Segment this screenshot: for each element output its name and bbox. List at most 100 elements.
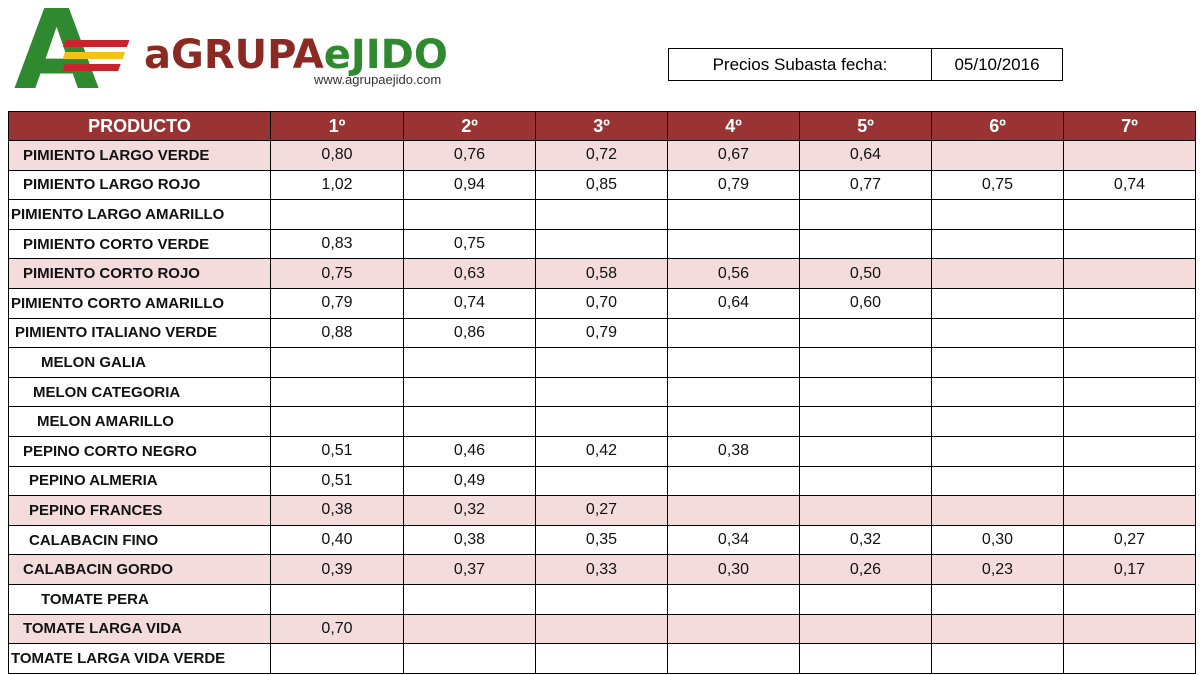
price-cell: 0,75 xyxy=(931,169,1064,201)
price-cell xyxy=(270,406,404,437)
price-cell: 0,86 xyxy=(403,317,536,349)
price-cell: 0,30 xyxy=(667,554,800,585)
price-cell: 0,34 xyxy=(667,524,800,556)
price-cell xyxy=(1063,199,1196,230)
price-cell xyxy=(535,406,668,437)
price-cell xyxy=(667,199,800,230)
table-row: PIMIENTO CORTO VERDE 0,83 0,75 xyxy=(8,228,1196,260)
price-cell xyxy=(270,376,404,408)
table-row: PIMIENTO CORTO ROJO 0,75 0,63 0,58 0,56 0,50 xyxy=(8,258,1196,289)
price-cell: 0,32 xyxy=(799,524,932,556)
price-cell xyxy=(931,643,1064,674)
product-name: PEPINO ALMERIA xyxy=(8,465,271,497)
table-row: CALABACIN GORDO 0,39 0,37 0,33 0,30 0,26 0,23 0… xyxy=(8,554,1196,585)
price-cell xyxy=(799,495,932,526)
price-cell xyxy=(931,495,1064,526)
product-name: PIMIENTO CORTO ROJO xyxy=(8,258,271,289)
price-cell: 0,83 xyxy=(270,228,404,260)
price-cell: 0,74 xyxy=(403,287,536,319)
price-cell xyxy=(667,465,800,497)
price-cell xyxy=(270,347,404,378)
column-header: 5º xyxy=(799,111,932,141)
price-cell xyxy=(799,613,932,645)
price-cell xyxy=(667,228,800,260)
price-cell: 0,67 xyxy=(667,140,800,171)
price-cell: 0,32 xyxy=(403,495,536,526)
price-cell: 0,38 xyxy=(270,495,404,526)
price-cell xyxy=(403,347,536,378)
product-name: TOMATE LARGA VIDA VERDE xyxy=(8,643,271,674)
table-row: PIMIENTO LARGO AMARILLO xyxy=(8,199,1196,230)
price-cell xyxy=(1063,228,1196,260)
date-label: Precios Subasta fecha: xyxy=(669,49,932,80)
price-cell xyxy=(1063,495,1196,526)
price-cell xyxy=(403,643,536,674)
price-cell xyxy=(799,465,932,497)
price-cell xyxy=(1063,613,1196,645)
price-cell: 0,74 xyxy=(1063,169,1196,201)
price-cell xyxy=(535,643,668,674)
price-cell xyxy=(403,406,536,437)
column-header: 4º xyxy=(667,111,800,141)
column-header: 2º xyxy=(403,111,536,141)
product-name: PEPINO CORTO NEGRO xyxy=(8,435,271,467)
price-cell xyxy=(931,583,1064,615)
price-cell: 0,72 xyxy=(535,140,668,171)
logo-stripe xyxy=(62,40,130,47)
price-cell: 0,30 xyxy=(931,524,1064,556)
price-cell: 0,39 xyxy=(270,554,404,585)
price-cell xyxy=(799,376,932,408)
table-row: PIMIENTO LARGO VERDE 0,80 0,76 0,72 0,67 0,64 xyxy=(8,140,1196,171)
date-box: Precios Subasta fecha: 05/10/2016 xyxy=(668,48,1063,81)
price-cell xyxy=(799,228,932,260)
product-name: CALABACIN FINO xyxy=(8,524,271,556)
price-cell xyxy=(667,495,800,526)
price-cell: 0,88 xyxy=(270,317,404,349)
price-cell xyxy=(931,228,1064,260)
price-cell xyxy=(667,347,800,378)
price-cell xyxy=(931,435,1064,467)
price-cell xyxy=(799,435,932,467)
price-cell xyxy=(270,583,404,615)
price-cell: 0,38 xyxy=(667,435,800,467)
price-cell xyxy=(1063,435,1196,467)
price-cell: 0,27 xyxy=(1063,524,1196,556)
product-name: MELON AMARILLO xyxy=(8,406,271,437)
price-cell: 0,35 xyxy=(535,524,668,556)
price-cell xyxy=(1063,258,1196,289)
product-name: PIMIENTO LARGO VERDE xyxy=(8,140,271,171)
price-cell: 0,49 xyxy=(403,465,536,497)
price-cell: 0,23 xyxy=(931,554,1064,585)
price-cell: 0,37 xyxy=(403,554,536,585)
table-row: TOMATE LARGA VIDA 0,70 xyxy=(8,613,1196,645)
price-cell xyxy=(667,317,800,349)
price-cell xyxy=(403,199,536,230)
header-row: PRODUCTO 1º 2º 3º 4º 5º 6º 7º xyxy=(8,111,1196,141)
price-cell xyxy=(535,583,668,615)
product-name: TOMATE LARGA VIDA xyxy=(8,613,271,645)
price-cell: 0,42 xyxy=(535,435,668,467)
price-cell: 0,46 xyxy=(403,435,536,467)
table-row: MELON CATEGORIA xyxy=(8,376,1196,408)
price-cell xyxy=(931,258,1064,289)
price-cell xyxy=(270,643,404,674)
price-cell: 0,50 xyxy=(799,258,932,289)
price-cell xyxy=(1063,643,1196,674)
price-cell xyxy=(1063,317,1196,349)
price-cell xyxy=(667,643,800,674)
price-cell: 0,80 xyxy=(270,140,404,171)
product-name: MELON GALIA xyxy=(8,347,271,378)
price-cell: 0,33 xyxy=(535,554,668,585)
price-cell xyxy=(799,199,932,230)
table-row: PIMIENTO CORTO AMARILLO 0,79 0,74 0,70 0,64 0… xyxy=(8,287,1196,319)
price-cell xyxy=(799,317,932,349)
table-row: MELON AMARILLO xyxy=(8,406,1196,437)
product-name: PIMIENTO CORTO VERDE xyxy=(8,228,271,260)
price-cell xyxy=(1063,583,1196,615)
table-row: PEPINO FRANCES 0,38 0,32 0,27 xyxy=(8,495,1196,526)
price-cell: 0,27 xyxy=(535,495,668,526)
price-cell xyxy=(799,643,932,674)
price-cell xyxy=(535,613,668,645)
price-cell: 0,51 xyxy=(270,465,404,497)
